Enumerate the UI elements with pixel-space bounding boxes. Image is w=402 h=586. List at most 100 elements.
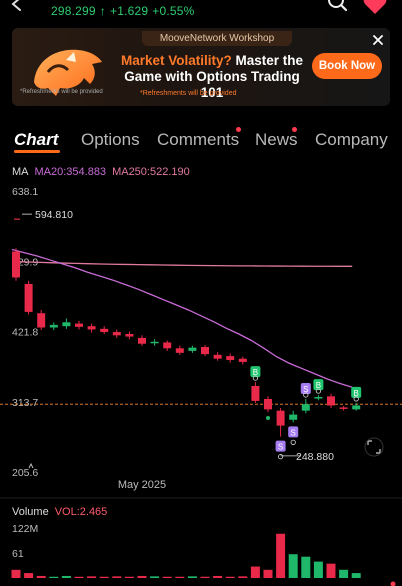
y-tick-label: 205.6 <box>12 467 38 479</box>
search-icon[interactable] <box>326 0 348 14</box>
book-now-button[interactable]: Book Now <box>312 53 382 79</box>
candle-body <box>163 342 172 349</box>
volume-bar <box>250 566 260 578</box>
banner-headline-highlight: Market Volatility? <box>120 53 232 68</box>
close-icon[interactable] <box>372 34 384 46</box>
sell-signal-badge <box>300 382 311 394</box>
candle-body <box>226 356 235 360</box>
bull-logo-icon <box>34 49 102 96</box>
top-bar: 298.299 ↑ +1.629 +0.55% <box>0 0 402 22</box>
volume-bar <box>175 576 185 578</box>
volume-bar <box>276 533 286 578</box>
candle-body <box>125 334 134 337</box>
news-notification-dot <box>292 127 297 132</box>
volume-bar <box>150 576 160 578</box>
candle-body <box>301 404 310 411</box>
ma250-line <box>11 260 353 267</box>
x-axis-label: May 2025 <box>118 479 166 491</box>
price-change-pct: +0.55% <box>152 4 195 18</box>
candle-body <box>150 341 159 344</box>
candle-body <box>238 358 247 362</box>
signal-marker <box>315 388 321 394</box>
volume-legend[interactable]: Volume VOL:2.465 <box>12 506 107 518</box>
edge-indicator-dot <box>390 581 396 586</box>
candle-body <box>37 313 46 328</box>
signal-marker <box>290 439 296 445</box>
candle-body <box>289 414 298 420</box>
y-tick-label: 421.8 <box>12 327 38 339</box>
ma-legend[interactable]: MA MA20:354.883 MA250:522.190 <box>12 166 190 178</box>
tab-news[interactable]: News <box>255 130 298 149</box>
tab-comments[interactable]: Comments <box>157 130 240 149</box>
volume-bar <box>137 575 147 578</box>
buy-signal-badge <box>351 386 362 398</box>
volume-bar <box>124 576 134 578</box>
y-tick-label: 638.1 <box>12 186 38 198</box>
tab-chart-underline <box>14 150 60 153</box>
candle-body <box>49 324 58 328</box>
promo-banner[interactable]: MooveNetwork Workshop *Refreshments will… <box>12 28 390 106</box>
volume-bar <box>351 573 361 578</box>
heart-icon[interactable] <box>362 0 388 16</box>
volume-bar <box>11 569 21 578</box>
candle-body <box>24 283 33 312</box>
sell-signal-label: S <box>278 443 283 452</box>
tab-company[interactable]: Company <box>315 130 388 149</box>
signal-marker <box>277 454 284 460</box>
ma-label: MA <box>12 166 29 178</box>
banner-tag: MooveNetwork Workshop <box>142 31 292 46</box>
buy-signal-label: B <box>253 368 258 377</box>
candle-body <box>276 410 285 426</box>
banner-headline-rest: Master the Game with Options Trading 101 <box>124 53 304 100</box>
price-quote: 298.299 ↑ +1.629 +0.55% <box>51 4 198 18</box>
signal-marker <box>303 392 309 398</box>
section-tabs: Chart Options Comments News Company <box>0 126 402 156</box>
price-change: +1.629 <box>109 4 149 18</box>
y-tick-label: 313.7 <box>12 397 38 409</box>
candle-body <box>314 397 323 399</box>
expand-button <box>364 437 384 457</box>
expand-icon <box>367 440 381 454</box>
buy-signal-badge <box>313 379 324 391</box>
volume-label: Volume <box>12 506 49 518</box>
sell-signal-badge <box>288 426 299 438</box>
volume-bar <box>74 576 84 578</box>
volume-bar <box>162 576 172 578</box>
high-marker-label: 594.810 <box>35 209 73 221</box>
signal-marker <box>353 396 359 402</box>
sell-signal-badge <box>275 440 286 452</box>
volume-bar <box>225 576 235 578</box>
volume-bar <box>288 554 298 578</box>
tab-chart[interactable]: Chart <box>14 130 59 149</box>
volume-bar <box>213 575 223 578</box>
candle-body <box>251 385 260 401</box>
comments-notification-dot <box>236 127 241 132</box>
ma250-value: MA250:522.190 <box>112 166 190 178</box>
volume-bar <box>339 569 349 578</box>
volume-bar <box>263 569 273 578</box>
candle-body <box>339 407 348 409</box>
volume-bar <box>301 556 311 578</box>
sell-signal-label: S <box>291 428 296 437</box>
volume-bar <box>36 575 46 578</box>
ma20-line <box>11 248 353 388</box>
banner-subtext: *Refreshments will be provided <box>140 90 237 97</box>
candle-body <box>75 323 83 327</box>
banner-headline: Market Volatility? Master the Game with … <box>112 53 312 101</box>
candle-body <box>12 251 20 278</box>
signal-marker <box>252 375 258 381</box>
volume-bar <box>112 576 122 578</box>
buy-signal-label: B <box>354 389 359 398</box>
volume-bar <box>49 576 59 578</box>
candle-body <box>264 398 272 410</box>
volume-bar <box>326 563 336 578</box>
tab-options[interactable]: Options <box>81 130 140 149</box>
low-marker-label: 248.880 <box>296 451 334 463</box>
volume-bar <box>24 573 34 578</box>
volume-bar <box>313 561 323 578</box>
volume-bar <box>238 576 248 578</box>
back-arrow-icon[interactable] <box>10 0 24 11</box>
volume-bar <box>200 576 210 578</box>
price-chart[interactable]: 638.1529.9421.8313.7205.6594.810248.880B… <box>0 182 402 586</box>
candle-body <box>352 405 361 410</box>
